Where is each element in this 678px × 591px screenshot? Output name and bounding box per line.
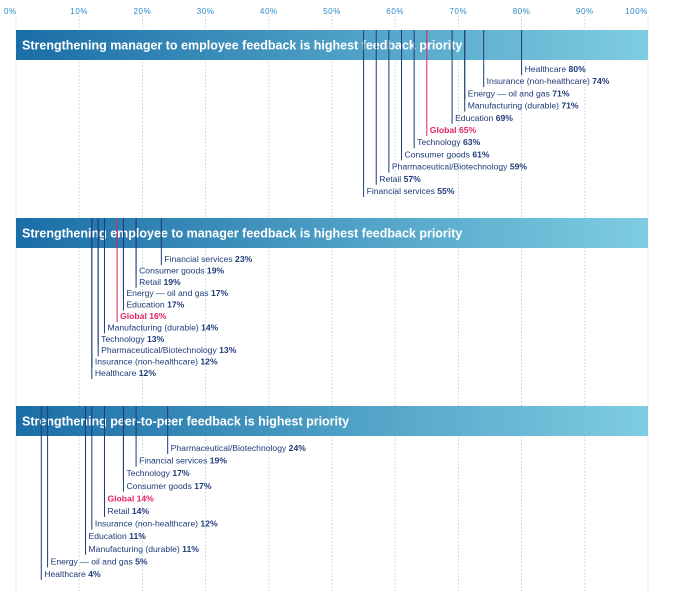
data-label: Global 16% [120,311,167,321]
data-label: Pharmaceutical/Biotechnology 59% [392,162,528,172]
x-tick-label: 100% [625,7,648,16]
panel-title: Strengthening employee to manager feedba… [22,227,462,241]
data-label: Pharmaceutical/Biotechnology 24% [171,443,307,453]
data-label: Retail 57% [379,174,421,184]
x-axis: 0% 10% 20% 30% 40% 50% 60% 70% 80% 90% 100% [4,7,648,16]
data-label: Insurance (non-healthcare) 12% [95,519,218,529]
data-label: Healthcare 80% [525,64,587,74]
data-label: Consumer goods 19% [139,265,224,275]
data-label: Energy — oil and gas 5% [51,556,148,566]
x-tick-label: 80% [513,7,531,16]
panel-title: Strengthening peer-to-peer feedback is h… [22,415,349,429]
x-tick-label: 0% [4,7,17,16]
data-label: Insurance (non-healthcare) 12% [95,357,218,367]
data-label: Education 69% [455,113,513,123]
data-label: Technology 17% [126,468,189,478]
x-tick-label: 10% [70,7,88,16]
x-tick-label: 90% [576,7,594,16]
panel-title-bar [16,406,648,436]
x-tick-label: 40% [260,7,278,16]
data-label: Energy — oil and gas 71% [468,88,570,98]
data-label: Healthcare 4% [44,569,101,579]
data-label: Consumer goods 61% [405,149,490,159]
x-tick-label: 60% [386,7,404,16]
chart-panel-2: Strengthening employee to manager feedba… [16,218,648,379]
panel-title-bar [16,30,648,60]
data-label: Global 14% [107,493,154,503]
data-label: Financial services 23% [164,254,252,264]
panel-title: Strengthening manager to employee feedba… [22,39,462,53]
data-label: Manufacturing (durable) 14% [107,322,218,332]
chart-panel-1: Strengthening manager to employee feedba… [16,30,648,197]
data-label: Education 17% [126,300,184,310]
data-label: Healthcare 12% [95,368,157,378]
data-label: Global 65% [430,125,477,135]
data-label: Energy — oil and gas 17% [126,288,228,298]
x-tick-label: 20% [133,7,151,16]
gridlines [15,16,649,591]
panel-title-bar [16,218,648,248]
data-label: Financial services 19% [139,456,227,466]
data-label: Technology 63% [417,137,480,147]
data-label: Manufacturing (durable) 71% [468,101,579,111]
data-label: Pharmaceutical/Biotechnology 13% [101,345,237,355]
data-label: Manufacturing (durable) 11% [89,544,200,554]
x-tick-label: 30% [197,7,215,16]
data-label: Consumer goods 17% [126,481,211,491]
data-label: Insurance (non-healthcare) 74% [487,76,610,86]
data-label: Education 11% [89,531,147,541]
x-tick-label: 50% [323,7,341,16]
data-label: Retail 14% [107,506,149,516]
data-label: Financial services 55% [367,186,455,196]
data-label: Retail 19% [139,277,181,287]
chart-panels: Strengthening manager to employee feedba… [16,30,648,580]
data-label: Technology 13% [101,334,164,344]
chart-panel-3: Strengthening peer-to-peer feedback is h… [16,406,648,580]
x-tick-label: 70% [449,7,467,16]
